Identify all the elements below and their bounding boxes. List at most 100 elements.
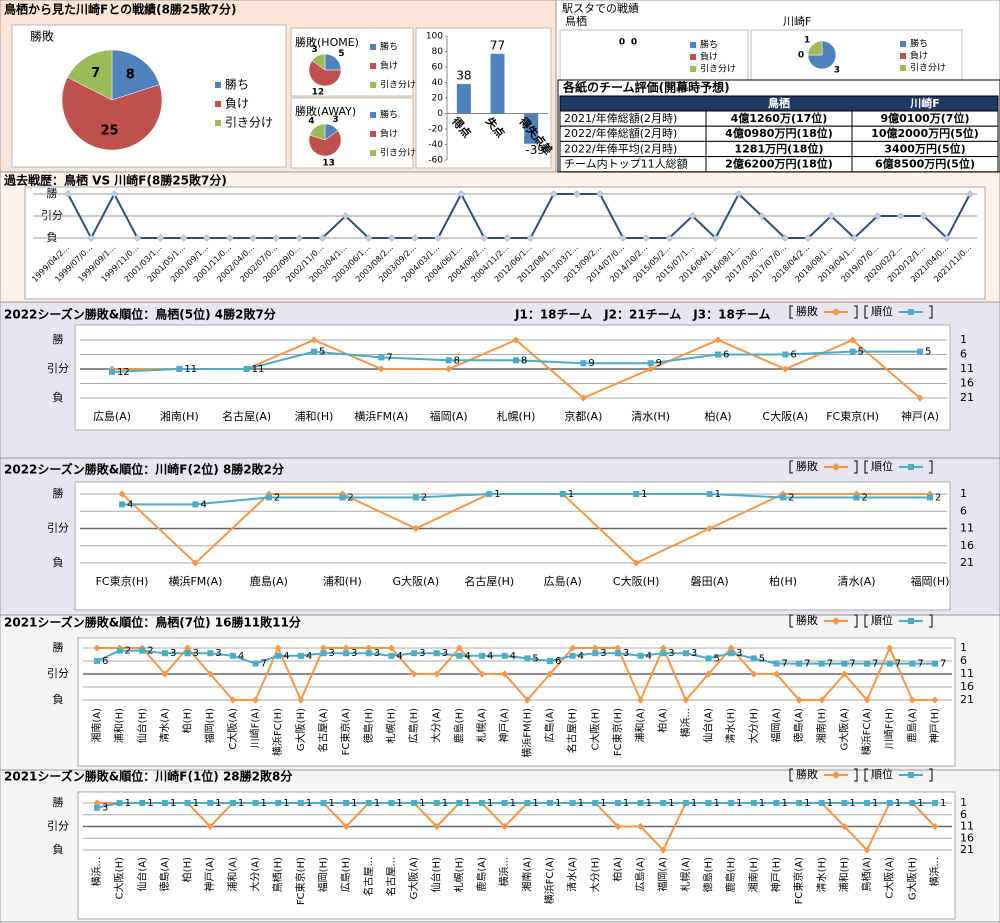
marker	[614, 650, 621, 657]
x-tick-label: 京都(A)	[564, 409, 602, 423]
value-label: 5	[759, 653, 765, 664]
table-column-header: 鳥栖	[768, 96, 790, 110]
marker	[917, 348, 923, 355]
x-tick-label: 湘南(A)	[90, 708, 103, 743]
value-label: 4	[396, 651, 402, 662]
marker	[93, 644, 101, 652]
marker	[773, 660, 780, 667]
marker	[387, 644, 395, 652]
legend-swatch	[690, 66, 696, 72]
x-tick-label: 札幌(H)	[497, 409, 536, 423]
y2-tick-label: 16	[960, 831, 974, 844]
value-label: 1	[238, 798, 244, 809]
value-label: 3	[623, 648, 629, 659]
legend-label: 引き分け	[700, 64, 736, 75]
marker	[524, 800, 531, 806]
y-tick-label: 60	[432, 63, 444, 73]
value-label: 4	[487, 651, 493, 662]
legend-bracket	[864, 768, 933, 782]
marker	[682, 696, 690, 704]
value-label: 1	[283, 798, 289, 809]
y-tick-label: 負	[53, 843, 64, 856]
value-label: 1	[170, 798, 176, 809]
value-label: 7	[872, 659, 878, 670]
pie-slice	[67, 49, 113, 101]
marker	[706, 525, 714, 532]
marker	[569, 800, 576, 806]
value-label: 1	[917, 798, 923, 809]
marker	[512, 336, 520, 344]
marker	[343, 800, 350, 806]
marker	[295, 234, 304, 242]
value-label: 1	[668, 798, 674, 809]
value-label: 1	[374, 798, 380, 809]
panel-title: 鳥栖から見た川崎Fとの戦績(8勝25敗7分)	[4, 2, 236, 17]
marker	[243, 366, 250, 372]
legend-swatch	[370, 150, 376, 156]
table-cell-text: 2021/年俸総額(2月時)	[564, 111, 677, 125]
x-tick-label: 札幌(H)	[384, 708, 397, 743]
marker	[647, 360, 654, 367]
legend-swatch	[690, 54, 696, 60]
legend-label: 順位	[871, 304, 893, 318]
pie-label: 13	[322, 158, 335, 168]
marker	[931, 696, 939, 704]
x-tick-label: 大分(H)	[747, 708, 760, 743]
y2-tick-label: 11	[960, 522, 974, 535]
marker	[501, 800, 508, 806]
x-tick-label: 柏(A)	[611, 857, 624, 882]
x-tick-label: 横浜...	[679, 708, 692, 738]
pie-title: 勝敗(AWAY)	[295, 104, 356, 118]
pie-label: 12	[312, 88, 325, 98]
marker	[932, 660, 938, 667]
x-tick-label: 福岡(H)	[316, 857, 329, 892]
marker	[343, 650, 350, 657]
marker	[503, 234, 512, 242]
legend-marker	[908, 309, 914, 315]
x-tick-label: 札幌(A)	[679, 857, 692, 892]
marker	[94, 658, 100, 664]
value-label: 1	[125, 798, 131, 809]
marker	[410, 670, 418, 678]
value-label: 1	[714, 798, 720, 809]
value-label: 3	[170, 648, 176, 659]
y2-tick-label: 11	[960, 362, 974, 375]
value-label: 7	[849, 659, 855, 670]
value-label: 1	[804, 798, 810, 809]
x-tick-label: 横浜FC(A)	[543, 857, 556, 904]
marker	[773, 800, 780, 806]
marker	[750, 800, 757, 806]
series-line	[97, 645, 935, 703]
chart-title: 2022シーズン勝敗&順位：鳥栖(5位) 4勝2敗7分	[4, 307, 276, 322]
x-tick-label: 神戸(A)	[498, 708, 511, 743]
value-label: 2	[862, 492, 868, 503]
marker	[191, 559, 199, 567]
marker	[780, 494, 787, 501]
value-label: 1	[494, 489, 500, 500]
marker	[916, 394, 924, 402]
x-tick-label: 浦和(H)	[837, 857, 850, 892]
marker	[909, 800, 916, 806]
value-label: 1	[849, 798, 855, 809]
marker	[849, 348, 856, 355]
marker	[207, 800, 214, 806]
marker	[479, 652, 486, 659]
legend-label: 負け	[380, 60, 398, 72]
marker	[863, 696, 871, 704]
marker	[265, 494, 272, 501]
marker	[310, 336, 318, 344]
x-tick-label: 清水(A)	[566, 857, 579, 892]
marker	[660, 800, 667, 806]
value-label: 3	[419, 648, 425, 659]
x-tick-label: 浦和(A)	[634, 708, 647, 743]
x-tick-label: 神戸(A)	[203, 857, 216, 892]
legend-label: 勝ち	[380, 41, 398, 53]
marker	[139, 800, 146, 806]
x-tick-label: 広島(A)	[543, 708, 556, 743]
marker	[873, 212, 882, 220]
marker	[546, 658, 553, 664]
marker	[184, 644, 192, 652]
x-tick-label: 仙台(A)	[135, 857, 148, 892]
legend-label: 負け	[910, 50, 928, 62]
marker	[853, 494, 860, 501]
